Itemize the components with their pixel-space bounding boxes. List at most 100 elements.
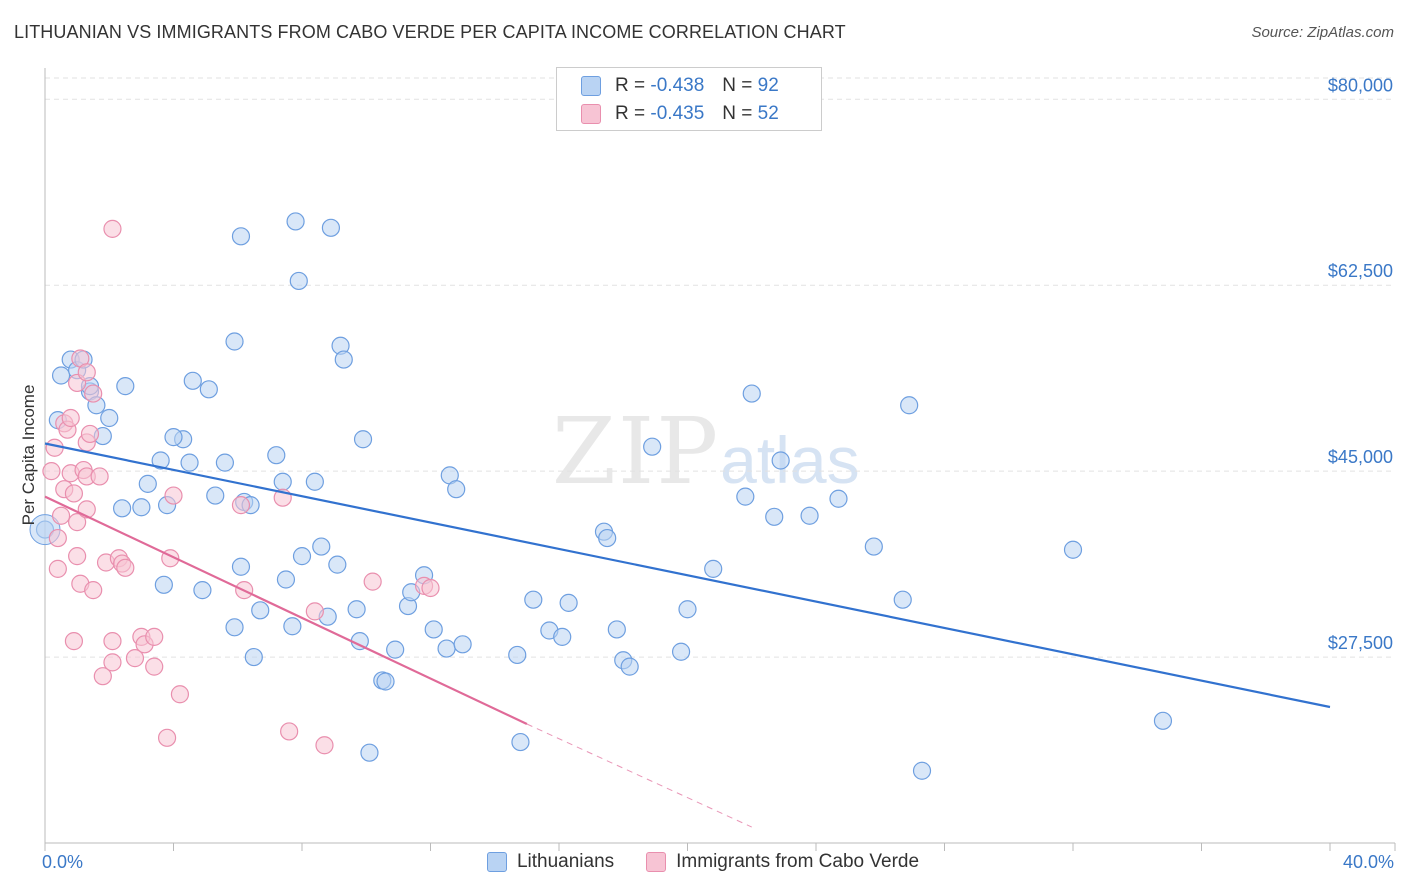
- trend-line-lithuanians: [44, 442, 1331, 709]
- data-point-cabo-verde: [280, 722, 299, 741]
- data-point-lithuanian: [183, 371, 202, 390]
- data-point-lithuanian: [437, 639, 456, 658]
- x-tick-label-min: 0.0%: [42, 852, 84, 872]
- series-cabo-verde: [42, 219, 440, 755]
- data-point-lithuanian: [742, 384, 761, 403]
- data-point-lithuanian: [736, 487, 755, 506]
- data-point-lithuanian: [360, 743, 379, 762]
- data-point-lithuanian: [643, 437, 662, 456]
- y-tick-labels: $27,500 $45,000 $62,500 $80,000: [1328, 75, 1393, 653]
- data-point-lithuanian: [321, 218, 341, 237]
- data-point-lithuanian: [447, 480, 466, 499]
- data-point-lithuanian: [199, 380, 218, 399]
- data-point-lithuanian: [154, 575, 173, 594]
- data-point-lithuanian: [132, 498, 151, 517]
- y-tick-label: $45,000: [1328, 447, 1393, 467]
- data-point-cabo-verde: [164, 486, 183, 505]
- data-point-lithuanian: [283, 617, 302, 636]
- data-point-lithuanian: [553, 627, 572, 646]
- data-point-lithuanian: [286, 212, 305, 231]
- legend-swatch-blue: [581, 76, 601, 96]
- data-point-cabo-verde: [61, 408, 80, 428]
- data-point-lithuanian: [225, 332, 244, 351]
- legend-item-lithuanians: Lithuanians: [486, 851, 615, 873]
- data-point-cabo-verde: [125, 649, 145, 668]
- series-legend: Lithuanians Immigrants from Cabo Verde: [0, 851, 1406, 873]
- data-point-cabo-verde: [68, 547, 87, 566]
- chart-title: LITHUANIAN VS IMMIGRANTS FROM CABO VERDE…: [14, 22, 846, 42]
- data-point-cabo-verde: [116, 558, 135, 577]
- data-point-lithuanian: [829, 489, 848, 508]
- legend-r-label: R =: [615, 103, 646, 124]
- data-point-lithuanian: [251, 601, 270, 620]
- legend-n-label: N =: [722, 75, 753, 96]
- legend-swatch-pink: [581, 104, 601, 124]
- data-point-lithuanian: [386, 640, 405, 659]
- legend-row-lithuanians: R = -0.438 N = 92: [581, 72, 779, 100]
- data-point-lithuanian: [800, 506, 819, 525]
- data-point-lithuanian: [334, 350, 353, 369]
- data-point-lithuanian: [244, 647, 263, 667]
- data-point-cabo-verde: [231, 496, 251, 515]
- data-point-cabo-verde: [305, 602, 324, 621]
- legend-label-lithuanians: Lithuanians: [516, 851, 615, 872]
- data-point-lithuanian: [328, 555, 347, 574]
- data-point-lithuanian: [620, 657, 639, 676]
- data-point-cabo-verde: [48, 528, 67, 548]
- legend-swatch-blue: [486, 852, 507, 872]
- data-point-cabo-verde: [157, 728, 177, 747]
- data-point-lithuanian: [453, 635, 472, 654]
- series-lithuanians: [29, 212, 1173, 780]
- legend-r-label: R =: [615, 75, 646, 96]
- data-point-cabo-verde: [315, 736, 334, 755]
- legend-label-cabo-verde: Immigrants from Cabo Verde: [676, 851, 920, 872]
- data-point-cabo-verde: [103, 632, 122, 651]
- data-point-lithuanian: [112, 499, 132, 518]
- data-point-lithuanian: [305, 472, 324, 491]
- data-point-lithuanian: [276, 570, 296, 589]
- data-point-cabo-verde: [51, 506, 71, 525]
- data-point-lithuanian: [376, 672, 395, 691]
- data-point-lithuanian: [347, 600, 366, 619]
- data-point-cabo-verde: [64, 484, 84, 503]
- data-point-lithuanian: [893, 590, 912, 609]
- data-point-lithuanian: [138, 474, 157, 493]
- y-tick-label: $80,000: [1328, 75, 1393, 95]
- data-point-cabo-verde: [145, 627, 164, 646]
- correlation-legend: R = -0.438 N = 92 R = -0.435 N = 52: [556, 67, 822, 131]
- data-point-cabo-verde: [84, 384, 103, 403]
- data-point-lithuanian: [289, 271, 308, 291]
- y-tick-label: $27,500: [1328, 633, 1393, 653]
- data-point-lithuanian: [1063, 540, 1083, 559]
- data-point-lithuanian: [116, 377, 135, 396]
- data-point-cabo-verde: [363, 572, 382, 591]
- data-point-lithuanian: [273, 472, 292, 491]
- data-point-lithuanian: [1153, 711, 1173, 730]
- data-point-cabo-verde: [90, 467, 109, 486]
- legend-r-value-lithuanians: -0.438: [650, 75, 705, 96]
- legend-row-cabo-verde: R = -0.435 N = 52: [581, 100, 779, 128]
- data-point-lithuanian: [424, 620, 443, 639]
- data-point-lithuanian: [353, 430, 373, 449]
- data-point-lithuanian: [912, 761, 932, 780]
- data-point-lithuanian: [559, 593, 578, 612]
- data-point-lithuanian: [864, 537, 883, 556]
- y-tick-label: $62,500: [1328, 261, 1393, 281]
- data-point-lithuanian: [704, 559, 723, 578]
- data-point-lithuanian: [215, 453, 234, 472]
- data-point-lithuanian: [100, 408, 119, 428]
- data-point-cabo-verde: [84, 581, 103, 600]
- data-point-lithuanian: [225, 618, 244, 637]
- data-point-lithuanian: [164, 428, 183, 447]
- data-point-lithuanian: [511, 732, 530, 752]
- legend-n-value-cabo-verde: 52: [757, 103, 779, 124]
- data-point-lithuanian: [292, 547, 312, 566]
- legend-n-label: N =: [722, 103, 753, 124]
- data-point-lithuanian: [900, 396, 919, 415]
- data-point-lithuanian: [193, 581, 212, 600]
- data-point-lithuanian: [206, 486, 225, 505]
- data-point-cabo-verde: [48, 559, 67, 578]
- watermark-atlas: atlas: [720, 423, 860, 497]
- data-point-lithuanian: [180, 453, 199, 472]
